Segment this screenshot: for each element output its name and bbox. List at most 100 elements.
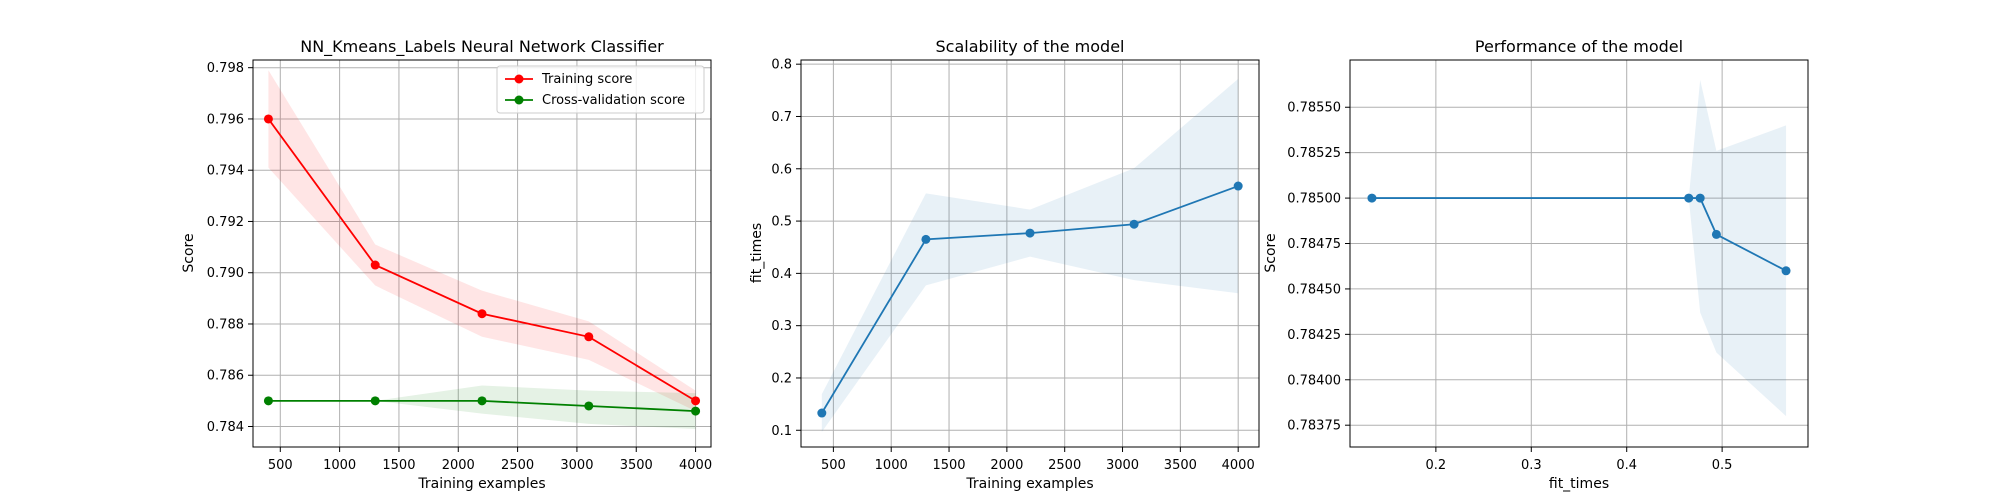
y-tick-label: 0.5 xyxy=(771,215,792,230)
axes-frame-2 xyxy=(1349,59,1809,448)
confidence-band xyxy=(1371,79,1787,417)
y-tick-label: 0.798 xyxy=(207,61,244,76)
data-point xyxy=(370,396,380,406)
y-tick-label: 0.3 xyxy=(771,319,792,334)
data-point xyxy=(1695,193,1705,203)
markers-0 xyxy=(263,114,701,416)
y-tick-label: 0.1 xyxy=(771,424,792,439)
y-tick-label: 0.792 xyxy=(207,215,244,230)
data-point xyxy=(1781,266,1791,276)
bands-2 xyxy=(1371,79,1787,417)
x-tick-label: 500 xyxy=(268,458,293,473)
data-point xyxy=(477,309,487,319)
x-tick-label: 2000 xyxy=(442,458,475,473)
data-point xyxy=(1711,229,1721,239)
x-tick-label: 0.2 xyxy=(1426,458,1447,473)
x-tick-label: 1500 xyxy=(382,458,415,473)
axes-frame-1 xyxy=(800,59,1260,448)
bands-0 xyxy=(268,70,696,430)
y-tick-label: 0.78450 xyxy=(1287,282,1341,297)
x-tick-label: 0.3 xyxy=(1521,458,1542,473)
data-point xyxy=(1025,228,1035,238)
legend-label-cv: Cross-validation score xyxy=(542,93,685,108)
grid-2 xyxy=(1350,60,1808,447)
data-point xyxy=(584,332,594,342)
x-tick-label: 3500 xyxy=(620,458,653,473)
data-point xyxy=(1129,219,1139,229)
chart-title-2: Performance of the model xyxy=(1475,37,1683,56)
y-axis-label-1: fit_times xyxy=(749,223,765,283)
x-axis-label-0: Training examples xyxy=(417,476,545,492)
y-axis-label-2: Score xyxy=(1263,233,1279,272)
y-tick-label: 0.784 xyxy=(207,420,244,435)
grid-0 xyxy=(253,60,711,447)
confidence-band xyxy=(821,78,1239,432)
yticks-2: 0.78375 0.78400 0.78425 0.78450 0.78475 0.785… xyxy=(1287,101,1350,434)
legend-marker-training xyxy=(514,74,524,84)
x-tick-label: 1000 xyxy=(875,458,908,473)
data-point xyxy=(1367,193,1377,203)
chart-title-1: Scalability of the model xyxy=(936,37,1125,56)
y-tick-label: 0.78550 xyxy=(1287,101,1341,116)
axes-frame-0 xyxy=(252,59,712,448)
data-point xyxy=(370,260,380,270)
data-point xyxy=(263,114,273,124)
panel-performance: 0.2 0.3 0.4 0.5 0.78375 0.78400 0.78425 0.7845… xyxy=(1263,37,1809,492)
bands-1 xyxy=(821,78,1239,432)
markers-2 xyxy=(1367,193,1791,276)
x-tick-label: 2000 xyxy=(990,458,1023,473)
y-tick-label: 0.78500 xyxy=(1287,192,1341,207)
data-point xyxy=(921,234,931,244)
y-tick-label: 0.4 xyxy=(771,267,792,282)
panel-learning-curve: 500 1000 1500 2000 2500 3000 3500 4000 0.7840.7… xyxy=(181,37,712,492)
x-tick-label: 3500 xyxy=(1164,458,1197,473)
x-tick-label: 500 xyxy=(821,458,846,473)
xticks-1: 500 1000 1500 2000 2500 3000 3500 4000 xyxy=(821,447,1255,473)
x-tick-label: 4000 xyxy=(679,458,712,473)
legend: Training score Cross-validation score xyxy=(496,65,705,114)
data-point xyxy=(691,396,701,406)
data-point xyxy=(477,396,487,406)
data-point xyxy=(817,408,827,418)
y-tick-label: 0.7 xyxy=(771,110,792,125)
x-tick-label: 0.5 xyxy=(1712,458,1733,473)
xticks-0: 500 1000 1500 2000 2500 3000 3500 4000 xyxy=(268,447,712,473)
y-tick-label: 0.78425 xyxy=(1287,328,1341,343)
x-tick-label: 4000 xyxy=(1222,458,1255,473)
x-tick-label: 0.4 xyxy=(1616,458,1637,473)
yticks-0: 0.784 0.786 0.788 0.790 0.792 0.794 0.796 0.798 xyxy=(207,61,253,435)
confidence-band xyxy=(268,70,696,412)
data-point xyxy=(1684,193,1694,203)
x-tick-label: 1000 xyxy=(323,458,356,473)
legend-marker-cv xyxy=(514,95,524,105)
markers-1 xyxy=(817,181,1243,418)
y-tick-label: 0.6 xyxy=(771,162,792,177)
y-tick-label: 0.788 xyxy=(207,317,244,332)
data-point xyxy=(1233,181,1243,191)
panel-scalability: 500 1000 1500 2000 2500 3000 3500 4000 0.10.20.… xyxy=(749,37,1260,492)
y-tick-label: 0.8 xyxy=(771,58,792,73)
x-tick-label: 3000 xyxy=(1106,458,1139,473)
y-tick-label: 0.796 xyxy=(207,112,244,127)
data-point xyxy=(263,396,273,406)
confidence-band xyxy=(268,385,696,430)
y-axis-label-0: Score xyxy=(181,233,197,272)
xticks-2: 0.2 0.3 0.4 0.5 xyxy=(1426,447,1733,473)
grid-1 xyxy=(801,60,1259,447)
y-tick-label: 0.78375 xyxy=(1287,419,1341,434)
data-point xyxy=(691,406,701,416)
legend-box xyxy=(496,65,705,114)
x-axis-label-1: Training examples xyxy=(965,476,1093,492)
legend-label-training: Training score xyxy=(541,72,632,87)
x-tick-label: 3000 xyxy=(560,458,593,473)
y-tick-label: 0.790 xyxy=(207,266,244,281)
x-axis-label-2: fit_times xyxy=(1549,476,1609,492)
chart-title-0: NN_Kmeans_Labels Neural Network Classifi… xyxy=(300,37,664,57)
y-tick-label: 0.786 xyxy=(207,369,244,384)
y-tick-label: 0.78525 xyxy=(1287,146,1341,161)
y-tick-label: 0.794 xyxy=(207,164,244,179)
x-tick-label: 2500 xyxy=(1048,458,1081,473)
x-tick-label: 2500 xyxy=(501,458,534,473)
